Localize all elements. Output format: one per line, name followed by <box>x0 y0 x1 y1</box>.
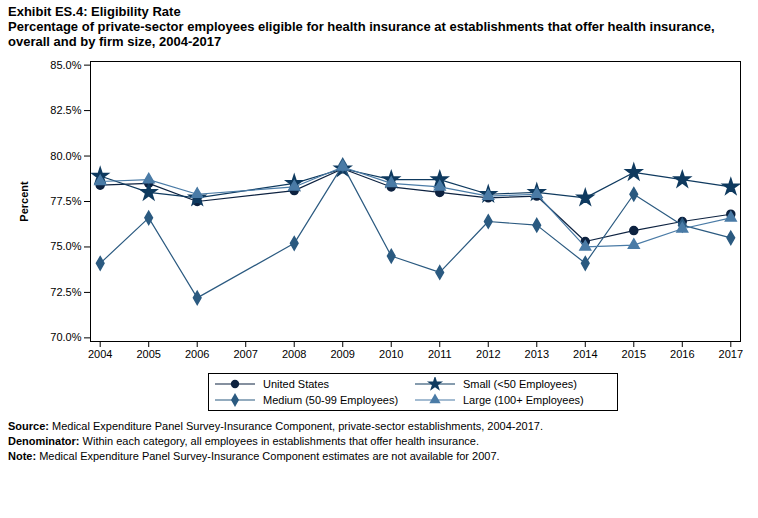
svg-text:2015: 2015 <box>622 348 646 360</box>
svg-text:2009: 2009 <box>330 348 354 360</box>
html-text:Exhibit ES.4: Eligibility Rate: Exhibit ES.4: Eligibility Rate <box>8 4 181 19</box>
svg-text:2005: 2005 <box>136 348 160 360</box>
svg-text:Percent: Percent <box>18 181 30 222</box>
svg-text:2008: 2008 <box>282 348 306 360</box>
svg-text:2017: 2017 <box>719 348 743 360</box>
svg-text:2004: 2004 <box>88 348 112 360</box>
svg-text:77.5%: 77.5% <box>50 195 81 207</box>
svg-text:85.0%: 85.0% <box>50 59 81 71</box>
html-text:Percentage of private-sector e: Percentage of private-sector employees e… <box>8 19 715 49</box>
html-text:Medium (50-99 Employees): Medium (50-99 Employees) <box>263 394 399 406</box>
svg-text:80.0%: 80.0% <box>50 150 81 162</box>
html-text:Source: Medical Expenditure Pa: Source: Medical Expenditure Panel Survey… <box>8 420 543 432</box>
svg-text:82.5%: 82.5% <box>50 104 81 116</box>
svg-text:2007: 2007 <box>233 348 257 360</box>
html-text:Denominator: Within each categ: Denominator: Within each category, all e… <box>8 435 479 447</box>
svg-text:2012: 2012 <box>476 348 500 360</box>
svg-text:2014: 2014 <box>573 348 597 360</box>
svg-text:2010: 2010 <box>379 348 403 360</box>
svg-text:72.5%: 72.5% <box>50 286 81 298</box>
html-text:Note: Medical Expenditure Pane: Note: Medical Expenditure Panel Survey-I… <box>8 450 500 462</box>
svg-text:2013: 2013 <box>525 348 549 360</box>
html-text:Small (<50 Employees): Small (<50 Employees) <box>463 378 577 390</box>
html-text:Large (100+ Employees): Large (100+ Employees) <box>463 394 584 406</box>
svg-text:70.0%: 70.0% <box>50 331 81 343</box>
svg-text:2006: 2006 <box>185 348 209 360</box>
svg-text:75.0%: 75.0% <box>50 240 81 252</box>
html-text:United States: United States <box>263 378 329 390</box>
svg-text:2011: 2011 <box>428 348 452 360</box>
svg-text:2016: 2016 <box>670 348 694 360</box>
